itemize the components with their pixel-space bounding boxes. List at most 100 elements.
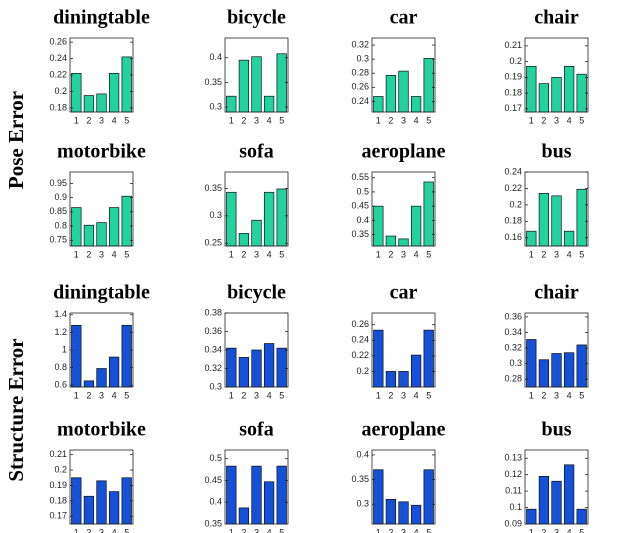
- x-tick-label: 1: [529, 249, 534, 259]
- y-tick-label: 0.8: [54, 362, 67, 372]
- x-tick-label: 4: [267, 115, 272, 125]
- x-tick-label: 1: [74, 249, 79, 259]
- bar: [251, 219, 262, 247]
- bar: [385, 371, 397, 388]
- bar: [108, 207, 120, 247]
- y-tick-label: 0.4: [356, 215, 369, 225]
- x-tick-label: 2: [86, 249, 91, 259]
- bar: [276, 465, 287, 525]
- x-tick-label: 4: [112, 390, 117, 400]
- y-tick-label: 0.17: [49, 511, 67, 521]
- y-tick-label: 0.6: [54, 380, 67, 390]
- y-tick-label: 0.35: [351, 474, 369, 484]
- bar: [398, 238, 409, 247]
- x-tick-label: 3: [401, 249, 406, 259]
- bar: [410, 205, 422, 247]
- chart-title: sofa: [239, 419, 273, 441]
- bar: [538, 193, 550, 247]
- x-tick-label: 2: [241, 249, 246, 259]
- y-tick-label: 0.85: [49, 206, 67, 216]
- bar: [238, 357, 250, 388]
- x-tick-label: 2: [86, 115, 91, 125]
- bar: [108, 491, 120, 525]
- y-tick-label: 0.3: [209, 381, 222, 391]
- x-tick-label: 2: [541, 249, 546, 259]
- bar: [96, 480, 107, 525]
- x-tick-label: 1: [229, 527, 234, 533]
- axes-frame: [224, 449, 289, 525]
- bar: [108, 73, 120, 113]
- bar: [108, 356, 120, 388]
- bar: [410, 96, 422, 113]
- x-tick-label: 1: [74, 115, 79, 125]
- bar: [83, 95, 95, 113]
- x-tick-label: 3: [401, 115, 406, 125]
- x-tick-label: 4: [567, 115, 572, 125]
- x-tick-label: 4: [567, 390, 572, 400]
- y-tick-label: 0.1: [509, 502, 522, 512]
- chart-title: car: [390, 7, 418, 29]
- y-tick-label: 0.22: [49, 69, 67, 79]
- bar: [398, 501, 409, 525]
- x-tick-label: 3: [554, 390, 559, 400]
- y-tick-label: 0.09: [504, 518, 522, 528]
- x-tick-label: 4: [567, 527, 572, 533]
- x-tick-label: 2: [541, 115, 546, 125]
- x-tick-label: 3: [401, 390, 406, 400]
- bar: [563, 352, 575, 388]
- y-tick-label: 0.45: [204, 475, 222, 485]
- x-tick-label: 2: [86, 390, 91, 400]
- y-tick-label: 0.12: [504, 469, 522, 479]
- x-tick-label: 3: [99, 115, 104, 125]
- y-tick-label: 0.32: [204, 363, 222, 373]
- x-tick-label: 4: [112, 115, 117, 125]
- bar: [551, 480, 562, 525]
- y-tick-label: 0.25: [204, 238, 222, 248]
- y-tick-label: 0.11: [505, 485, 522, 495]
- axes-frame: [371, 171, 436, 247]
- bar: [538, 359, 550, 388]
- y-tick-label: 0.17: [504, 103, 522, 113]
- y-tick-label: 0.3: [209, 101, 222, 111]
- bar: [71, 73, 82, 113]
- bar: [226, 347, 237, 388]
- x-tick-label: 5: [124, 115, 129, 125]
- x-tick-label: 5: [579, 115, 584, 125]
- bar: [276, 53, 287, 113]
- x-tick-label: 4: [112, 249, 117, 259]
- bar: [423, 329, 434, 388]
- bar: [263, 95, 275, 113]
- x-tick-label: 2: [388, 115, 393, 125]
- bar: [121, 324, 132, 388]
- y-tick-label: 0.34: [204, 344, 222, 354]
- chart-title: car: [390, 282, 418, 304]
- y-tick-label: 0.26: [351, 319, 369, 329]
- chart-title: diningtable: [53, 282, 150, 304]
- y-tick-label: 0.24: [351, 96, 369, 106]
- axes-frame: [69, 171, 134, 247]
- axes-frame: [524, 171, 589, 247]
- y-tick-label: 0.28: [351, 68, 369, 78]
- y-tick-label: 0.24: [504, 166, 522, 176]
- y-tick-label: 0.24: [49, 53, 67, 63]
- x-tick-label: 3: [554, 527, 559, 533]
- bar: [263, 191, 275, 247]
- y-tick-label: 0.2: [356, 366, 369, 376]
- bar: [238, 507, 250, 525]
- chart-title: bicycle: [227, 282, 286, 304]
- bar: [373, 96, 384, 113]
- axes-frame: [224, 37, 289, 113]
- bar: [83, 495, 95, 525]
- x-tick-label: 2: [541, 527, 546, 533]
- x-tick-label: 4: [414, 527, 419, 533]
- x-tick-label: 5: [426, 115, 431, 125]
- y-tick-label: 0.9: [54, 192, 67, 202]
- bar: [276, 347, 287, 388]
- chart-title: chair: [534, 7, 579, 29]
- y-tick-label: 0.2: [509, 199, 522, 209]
- y-tick-label: 0.45: [351, 201, 369, 211]
- y-tick-label: 0.21: [504, 40, 522, 50]
- chart-title: aeroplane: [361, 419, 445, 441]
- y-tick-label: 0.19: [49, 480, 67, 490]
- y-tick-label: 0.2: [54, 464, 67, 474]
